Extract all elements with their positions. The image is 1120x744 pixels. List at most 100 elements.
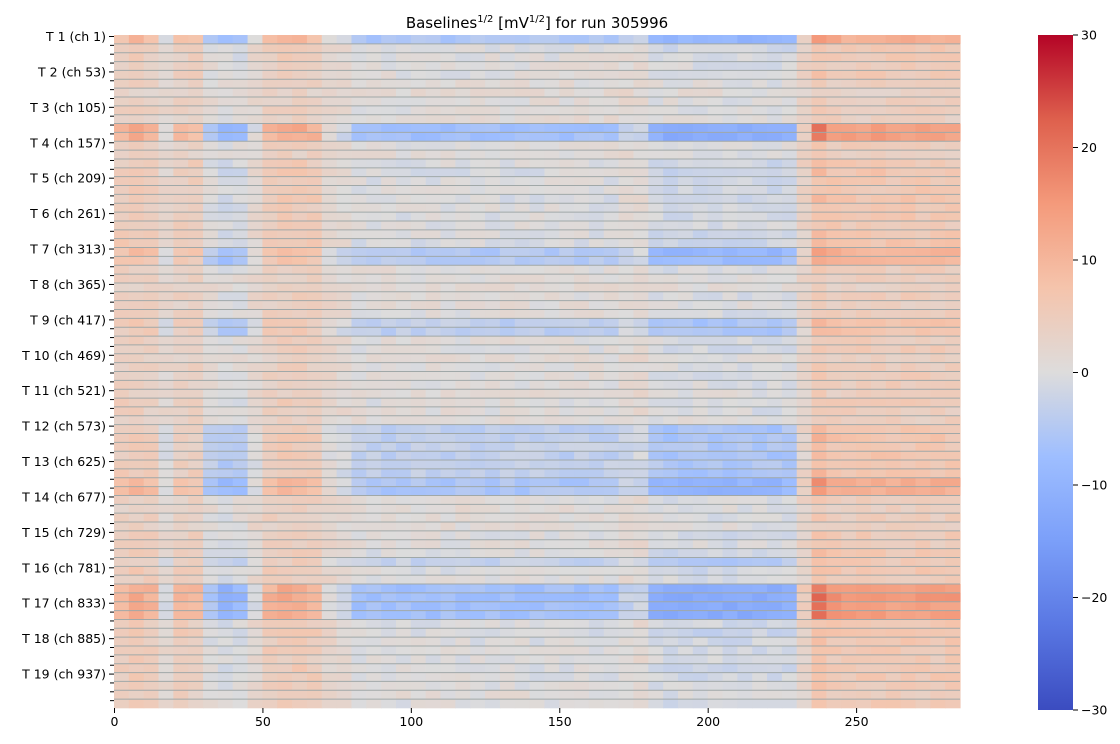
heatmap-cell [633,327,649,337]
heatmap-cell [499,468,516,479]
heatmap-cell [499,362,516,372]
heatmap-cell [321,433,338,443]
heatmap-cell [381,185,397,195]
heatmap-cell [514,291,531,301]
heatmap-cell [707,362,724,372]
heatmap-cell [321,176,338,186]
heatmap-cell [247,318,264,328]
heatmap-cell [485,654,501,665]
heatmap-cell [217,575,234,585]
heatmap-cell [128,460,145,470]
heatmap-cell [470,628,486,638]
heatmap-cell [692,229,709,239]
heatmap-cell [737,619,753,629]
heatmap-cell [811,114,828,124]
heatmap-cell [870,424,887,434]
heatmap-cell [455,70,471,80]
heatmap-cell [648,451,664,461]
heatmap-cell [143,318,160,328]
heatmap-cell [514,61,531,71]
heatmap-cell [841,442,857,452]
heatmap-cell [425,460,442,470]
heatmap-cell [203,663,219,673]
heatmap-cell [692,362,709,372]
heatmap-cell [232,185,249,195]
heatmap-cell [618,389,635,399]
heatmap-cell [203,88,219,98]
heatmap-cell [292,327,308,337]
heatmap-cell [826,274,842,284]
heatmap-cell [262,203,278,213]
heatmap-cell [722,70,738,80]
heatmap-cell [915,451,931,461]
heatmap-cell [396,654,412,665]
heatmap-cell [203,70,219,80]
heatmap-cell [455,212,471,222]
heatmap-cell [826,566,842,576]
heatmap-cell [945,690,961,700]
heatmap-cell [396,566,412,576]
heatmap-cell [529,575,546,585]
heatmap-cell [143,70,160,80]
heatmap-cell [796,601,813,611]
heatmap-cell [930,212,946,222]
heatmap-cell [692,238,709,248]
heatmap-cell [722,522,738,532]
heatmap-cell [618,681,635,691]
heatmap-cell [470,451,486,461]
heatmap-cell [470,282,486,293]
heatmap-cell [366,415,382,425]
heatmap-cell [143,247,160,257]
heatmap-cell [722,238,738,248]
heatmap-cell [767,575,783,585]
heatmap-cell [781,35,798,45]
heatmap-cell [588,274,605,284]
heatmap-cell [752,557,768,567]
heatmap-cell [603,460,620,470]
heatmap-cell [811,690,828,700]
heatmap-cell [217,96,234,107]
heatmap-cell [603,654,620,665]
heatmap-cell [114,628,130,638]
heatmap-cell [143,619,160,629]
heatmap-cell [707,309,724,319]
heatmap-cell [217,672,234,682]
heatmap-cell [945,592,961,603]
heatmap-cell [247,265,264,275]
heatmap-cell [588,699,605,709]
heatmap-cell [396,282,412,293]
heatmap-cell [514,415,531,425]
heatmap-cell [796,318,813,328]
heatmap-cell [321,336,338,346]
heatmap-cell [559,654,575,665]
heatmap-cell [678,654,694,665]
heatmap-cell [752,504,768,514]
heatmap-cell [321,88,338,98]
heatmap-cell [336,362,353,372]
heatmap-cell [900,318,917,328]
heatmap-cell [292,433,308,443]
heatmap-cell [173,327,189,337]
heatmap-cell [588,406,605,417]
heatmap-cell [158,141,174,151]
heatmap-cell [692,194,709,204]
heatmap-cell [856,220,872,231]
heatmap-cell [707,592,724,603]
heatmap-cell [945,52,961,62]
heatmap-cell [410,150,427,160]
heatmap-cell [455,362,471,372]
heatmap-cell [321,442,338,452]
heatmap-cell [856,344,872,355]
heatmap-cell [722,194,738,204]
heatmap-cell [826,548,842,558]
heatmap-cell [781,654,798,665]
heatmap-cell [321,265,338,275]
heatmap-cell [158,123,174,133]
heatmap-cell [410,637,427,647]
heatmap-cell [544,300,560,310]
heatmap-cell [945,371,961,381]
heatmap-cell [945,309,961,319]
heatmap-cell [277,371,293,381]
heatmap-cell [678,318,694,328]
heatmap-cell [722,672,738,682]
